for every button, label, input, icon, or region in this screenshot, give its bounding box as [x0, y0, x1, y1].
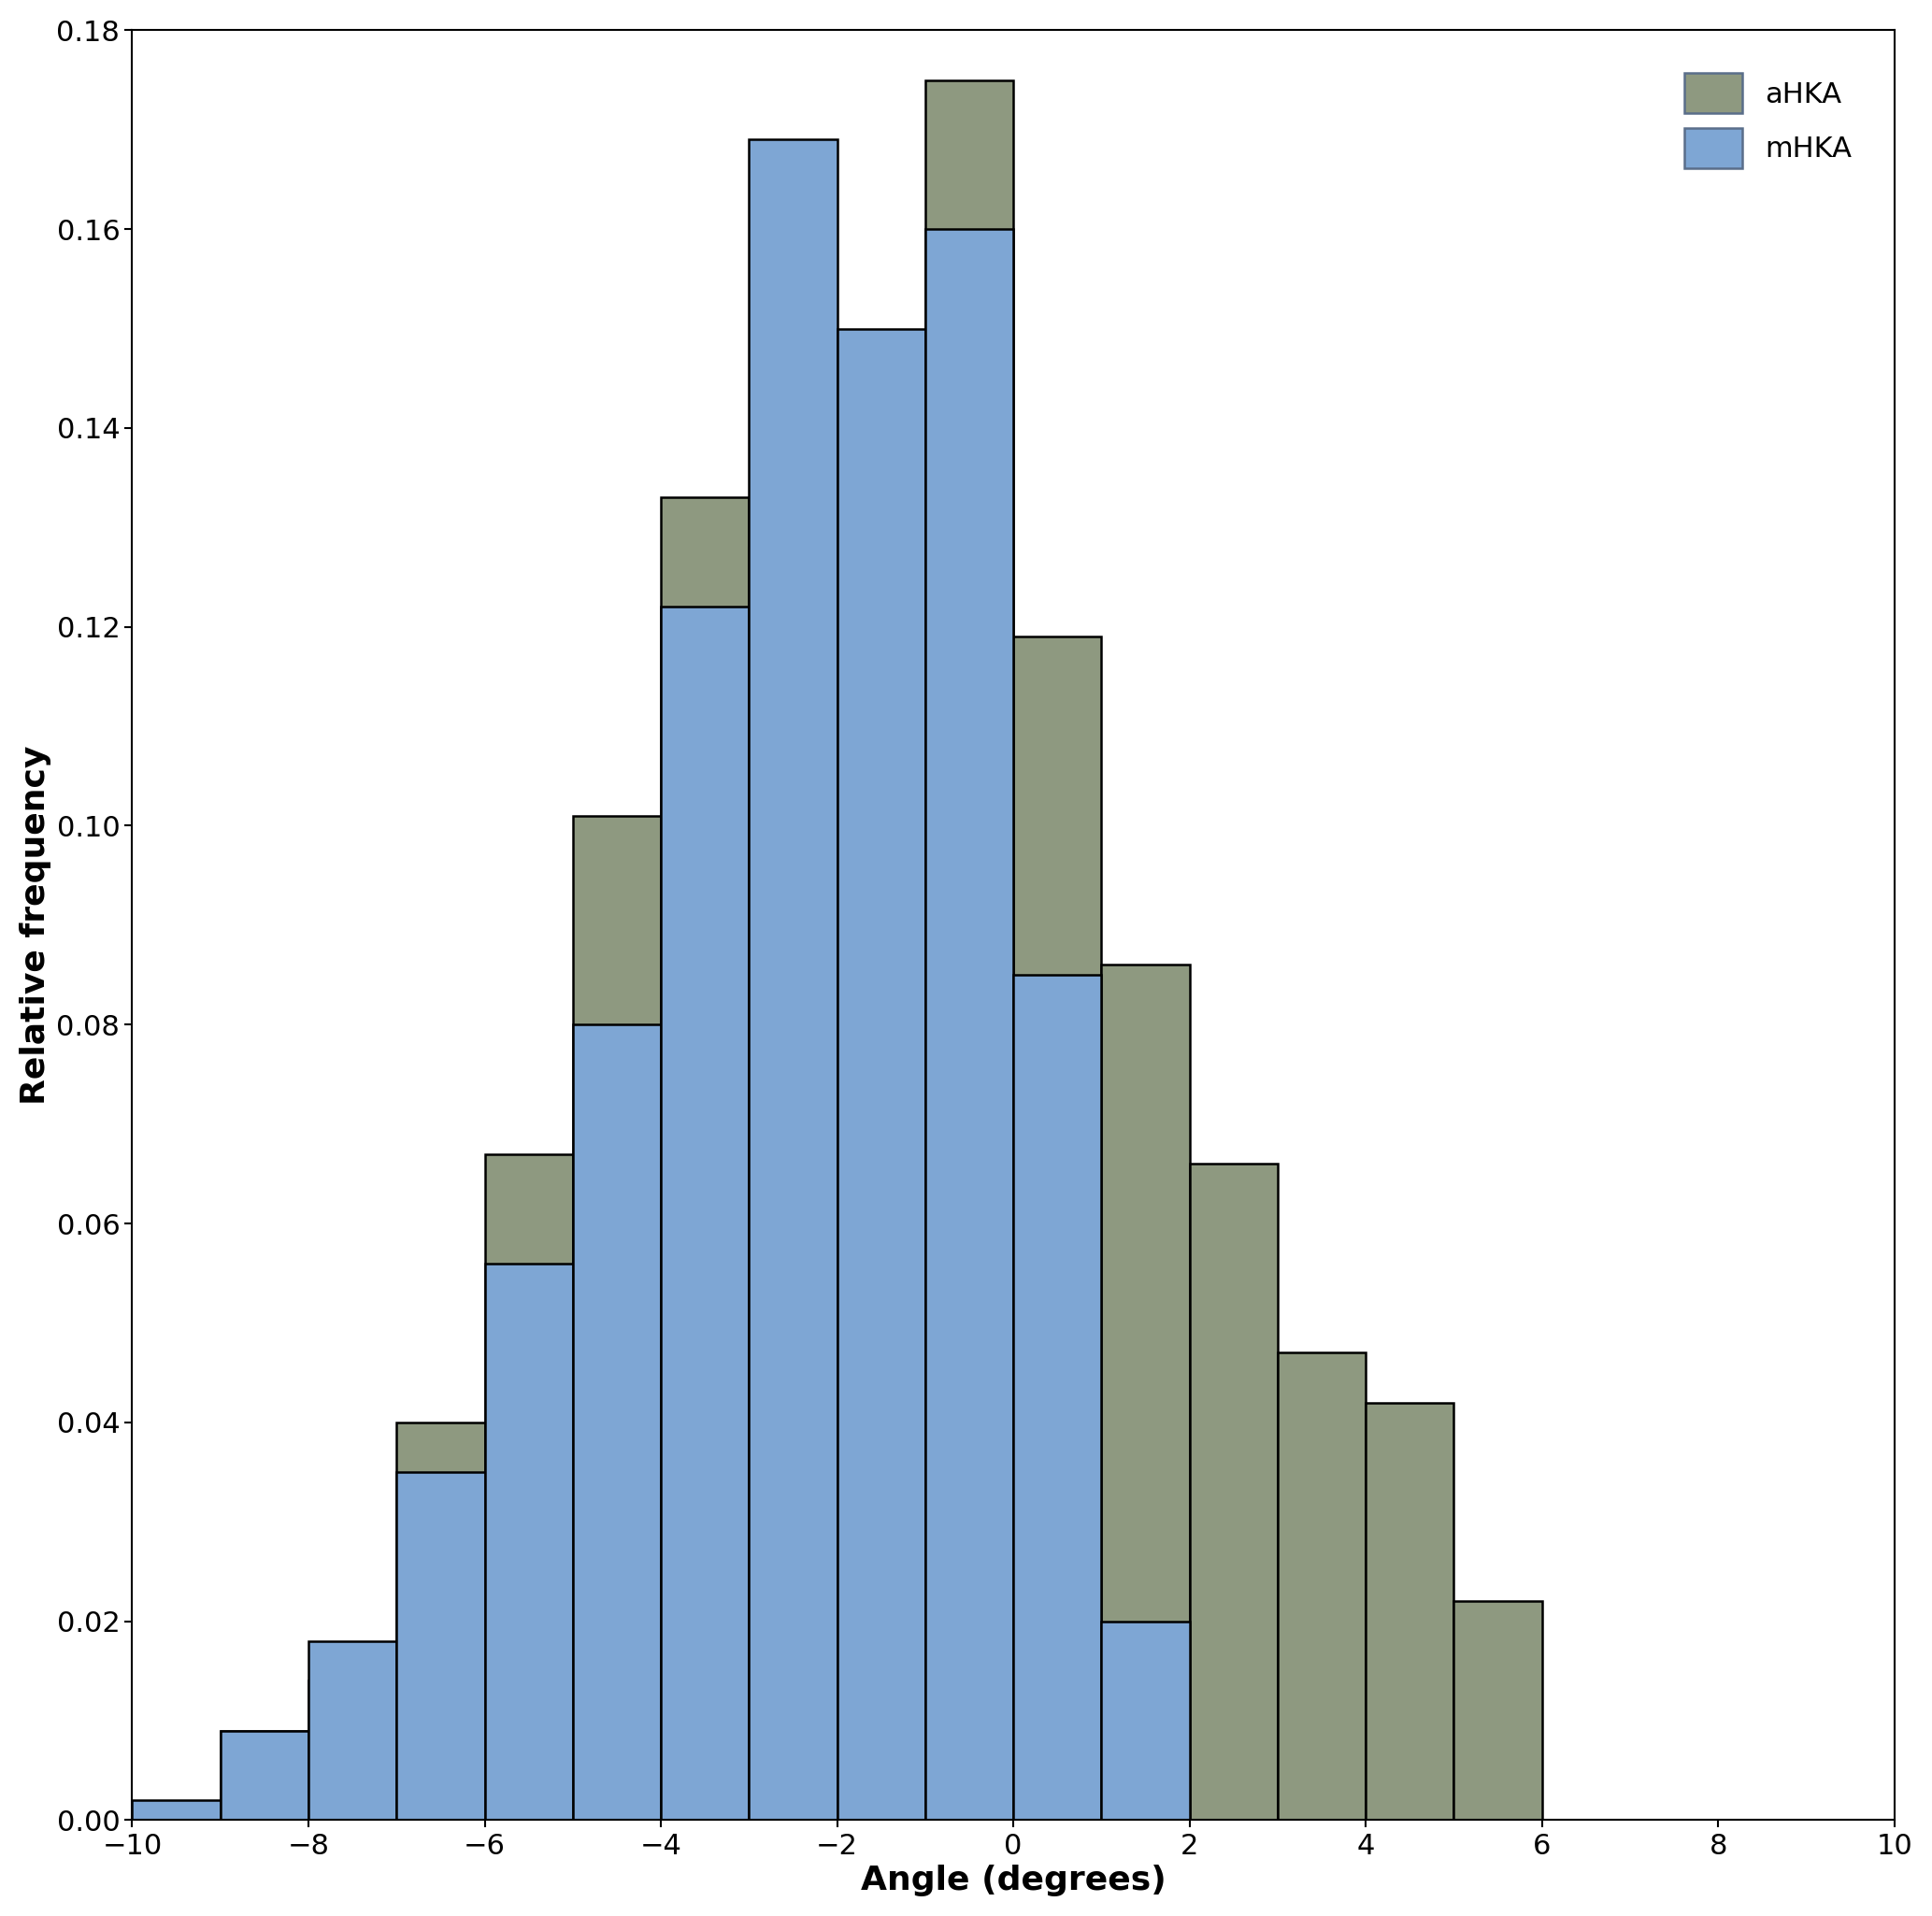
Y-axis label: Relative frequency: Relative frequency: [19, 745, 52, 1106]
Bar: [396, 1471, 485, 1820]
Bar: [661, 607, 750, 1820]
Bar: [1012, 975, 1101, 1820]
Bar: [131, 1801, 220, 1820]
Bar: [572, 816, 661, 1820]
Bar: [837, 328, 925, 1820]
Bar: [1101, 966, 1190, 1820]
Bar: [572, 1025, 661, 1820]
Bar: [750, 140, 837, 1820]
Bar: [1101, 1621, 1190, 1820]
Bar: [925, 80, 1012, 1820]
Bar: [1190, 1163, 1277, 1820]
Bar: [837, 607, 925, 1820]
Bar: [1366, 1403, 1455, 1820]
Bar: [220, 1730, 309, 1820]
Bar: [309, 1642, 396, 1820]
Bar: [1455, 1602, 1542, 1820]
Bar: [750, 548, 837, 1820]
Legend: aHKA, mHKA: aHKA, mHKA: [1656, 44, 1880, 197]
Bar: [485, 1153, 572, 1820]
Bar: [309, 1680, 396, 1820]
Bar: [396, 1422, 485, 1820]
Bar: [485, 1263, 572, 1820]
Bar: [661, 498, 750, 1820]
Bar: [1277, 1353, 1366, 1820]
X-axis label: Angle (degrees): Angle (degrees): [860, 1864, 1167, 1897]
Bar: [1012, 636, 1101, 1820]
Bar: [925, 230, 1012, 1820]
Bar: [220, 1730, 309, 1820]
